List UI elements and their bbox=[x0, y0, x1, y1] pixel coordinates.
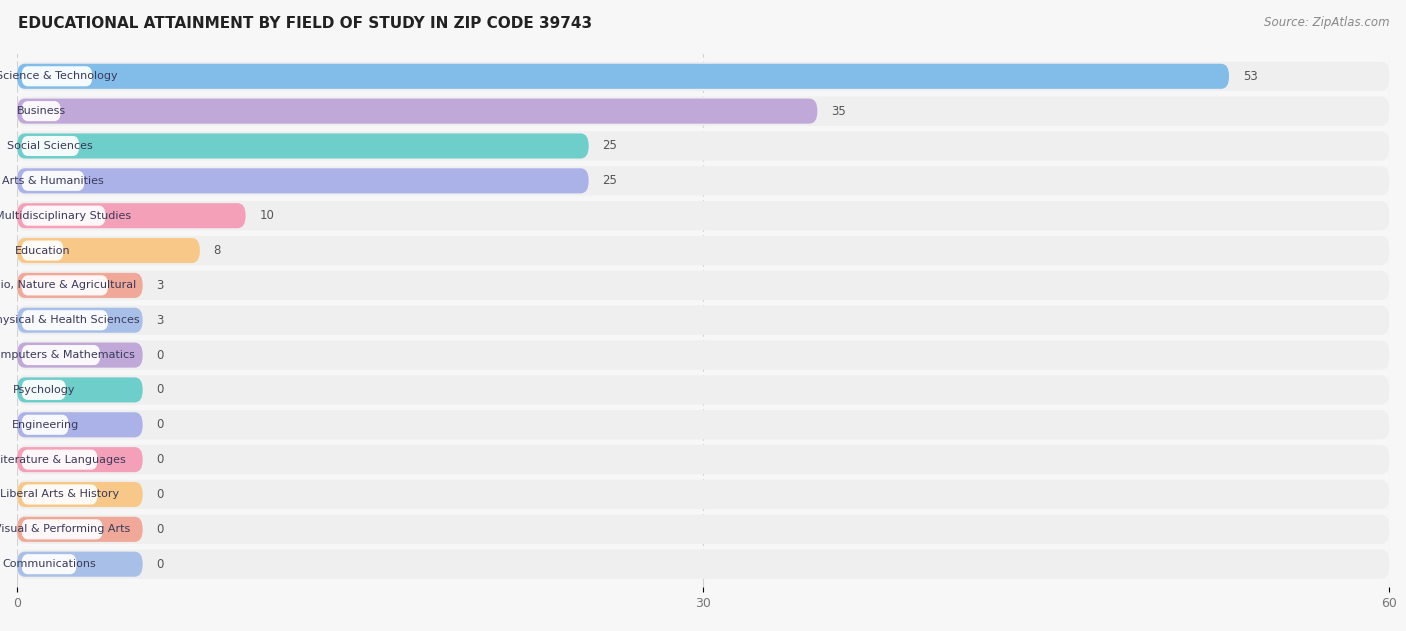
Text: Multidisciplinary Studies: Multidisciplinary Studies bbox=[0, 211, 132, 221]
FancyBboxPatch shape bbox=[21, 450, 97, 469]
Text: Psychology: Psychology bbox=[13, 385, 75, 395]
FancyBboxPatch shape bbox=[21, 66, 93, 86]
Text: Arts & Humanities: Arts & Humanities bbox=[1, 176, 104, 186]
FancyBboxPatch shape bbox=[21, 101, 60, 121]
FancyBboxPatch shape bbox=[21, 485, 97, 505]
Text: Computers & Mathematics: Computers & Mathematics bbox=[0, 350, 135, 360]
FancyBboxPatch shape bbox=[17, 445, 1389, 475]
FancyBboxPatch shape bbox=[17, 517, 142, 542]
FancyBboxPatch shape bbox=[21, 136, 79, 156]
Text: 8: 8 bbox=[214, 244, 221, 257]
FancyBboxPatch shape bbox=[21, 310, 108, 330]
FancyBboxPatch shape bbox=[21, 206, 105, 226]
FancyBboxPatch shape bbox=[17, 308, 142, 333]
FancyBboxPatch shape bbox=[21, 345, 100, 365]
Text: Engineering: Engineering bbox=[11, 420, 79, 430]
Text: Source: ZipAtlas.com: Source: ZipAtlas.com bbox=[1264, 16, 1389, 29]
Text: 10: 10 bbox=[259, 209, 274, 222]
Text: Education: Education bbox=[14, 245, 70, 256]
Text: Physical & Health Sciences: Physical & Health Sciences bbox=[0, 316, 141, 325]
Text: 0: 0 bbox=[156, 523, 163, 536]
FancyBboxPatch shape bbox=[17, 238, 200, 263]
FancyBboxPatch shape bbox=[21, 240, 63, 261]
FancyBboxPatch shape bbox=[21, 519, 103, 540]
Text: Business: Business bbox=[17, 106, 66, 116]
FancyBboxPatch shape bbox=[17, 551, 142, 577]
FancyBboxPatch shape bbox=[17, 377, 142, 403]
Text: Social Sciences: Social Sciences bbox=[7, 141, 93, 151]
FancyBboxPatch shape bbox=[21, 554, 76, 574]
FancyBboxPatch shape bbox=[17, 375, 1389, 404]
FancyBboxPatch shape bbox=[17, 343, 142, 368]
Text: EDUCATIONAL ATTAINMENT BY FIELD OF STUDY IN ZIP CODE 39743: EDUCATIONAL ATTAINMENT BY FIELD OF STUDY… bbox=[18, 16, 592, 31]
FancyBboxPatch shape bbox=[17, 482, 142, 507]
FancyBboxPatch shape bbox=[17, 550, 1389, 579]
Text: Liberal Arts & History: Liberal Arts & History bbox=[0, 490, 120, 500]
FancyBboxPatch shape bbox=[17, 273, 142, 298]
Text: 0: 0 bbox=[156, 348, 163, 362]
FancyBboxPatch shape bbox=[21, 171, 84, 191]
FancyBboxPatch shape bbox=[17, 236, 1389, 265]
FancyBboxPatch shape bbox=[17, 201, 1389, 230]
Text: Science & Technology: Science & Technology bbox=[0, 71, 118, 81]
Text: 53: 53 bbox=[1243, 70, 1257, 83]
FancyBboxPatch shape bbox=[17, 203, 246, 228]
Text: Literature & Languages: Literature & Languages bbox=[0, 454, 125, 464]
FancyBboxPatch shape bbox=[21, 380, 66, 400]
Text: 25: 25 bbox=[602, 139, 617, 153]
FancyBboxPatch shape bbox=[17, 410, 1389, 439]
FancyBboxPatch shape bbox=[17, 168, 589, 193]
Text: 3: 3 bbox=[156, 279, 163, 292]
FancyBboxPatch shape bbox=[21, 275, 108, 295]
FancyBboxPatch shape bbox=[17, 62, 1389, 91]
FancyBboxPatch shape bbox=[17, 166, 1389, 196]
Text: 0: 0 bbox=[156, 418, 163, 431]
FancyBboxPatch shape bbox=[17, 133, 589, 158]
FancyBboxPatch shape bbox=[21, 415, 69, 435]
FancyBboxPatch shape bbox=[17, 97, 1389, 126]
Text: 3: 3 bbox=[156, 314, 163, 327]
FancyBboxPatch shape bbox=[17, 412, 142, 437]
Text: 0: 0 bbox=[156, 453, 163, 466]
Text: Communications: Communications bbox=[3, 559, 96, 569]
Text: 35: 35 bbox=[831, 105, 846, 117]
Text: 0: 0 bbox=[156, 384, 163, 396]
FancyBboxPatch shape bbox=[17, 480, 1389, 509]
FancyBboxPatch shape bbox=[17, 98, 817, 124]
FancyBboxPatch shape bbox=[17, 341, 1389, 370]
FancyBboxPatch shape bbox=[17, 131, 1389, 161]
FancyBboxPatch shape bbox=[17, 64, 1229, 89]
Text: 0: 0 bbox=[156, 558, 163, 570]
FancyBboxPatch shape bbox=[17, 305, 1389, 335]
FancyBboxPatch shape bbox=[17, 447, 142, 472]
FancyBboxPatch shape bbox=[17, 515, 1389, 544]
Text: Bio, Nature & Agricultural: Bio, Nature & Agricultural bbox=[0, 280, 136, 290]
FancyBboxPatch shape bbox=[17, 271, 1389, 300]
Text: 25: 25 bbox=[602, 174, 617, 187]
Text: 0: 0 bbox=[156, 488, 163, 501]
Text: Visual & Performing Arts: Visual & Performing Arts bbox=[0, 524, 131, 534]
